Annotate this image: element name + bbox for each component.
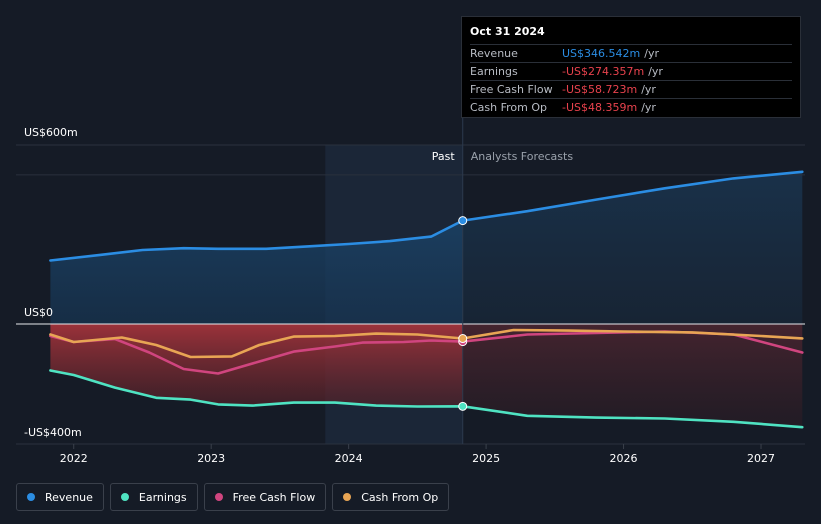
legend: Revenue Earnings Free Cash Flow Cash Fro… [16, 483, 450, 511]
tooltip-row-label: Earnings [470, 65, 518, 78]
tooltip-row-unit: /yr [648, 65, 663, 78]
tooltip-row-value: -US$48.359m [562, 101, 638, 114]
legend-item-free-cash-flow[interactable]: Free Cash Flow [203, 483, 327, 511]
legend-dot-icon [214, 493, 223, 501]
legend-item-cash-from-op[interactable]: Cash From Op [332, 483, 450, 511]
x-tick-label: 2022 [60, 452, 88, 465]
legend-item-revenue[interactable]: Revenue [16, 483, 104, 511]
series-line-fcf [49, 330, 804, 375]
series-line-revenue [49, 170, 804, 262]
tooltip: Oct 31 2024 Revenue US$346.542m /yr Earn… [461, 16, 801, 118]
tooltip-row-cash-from-op: Cash From Op -US$48.359m /yr [470, 98, 792, 116]
legend-label: Revenue [45, 490, 93, 504]
legend-label: Free Cash Flow [232, 490, 316, 504]
x-tick-label: 2026 [610, 452, 638, 465]
y-axis-label-top: US$600m [24, 126, 78, 139]
tooltip-row-label: Revenue [470, 47, 518, 60]
past-label: Past [432, 150, 456, 163]
tooltip-row-label: Cash From Op [470, 101, 548, 114]
tooltip-row-value: -US$274.357m [562, 65, 645, 78]
x-tick-label: 2023 [197, 452, 225, 465]
tooltip-row-free-cash-flow: Free Cash Flow -US$58.723m /yr [470, 80, 792, 98]
x-tick-label: 2024 [335, 452, 363, 465]
legend-dot-icon [343, 493, 352, 501]
tooltip-row-unit: /yr [641, 83, 656, 96]
tooltip-row-label: Free Cash Flow [470, 83, 553, 96]
forecast-label: Analysts Forecasts [471, 150, 574, 163]
tooltip-row-revenue: Revenue US$346.542m /yr [470, 44, 792, 62]
tooltip-row-unit: /yr [644, 47, 659, 60]
tooltip-row-unit: /yr [641, 101, 656, 114]
data-point-earnings [458, 401, 468, 411]
revenue-area-forecast [462, 171, 803, 324]
legend-label: Cash From Op [361, 490, 439, 504]
legend-dot-icon [120, 493, 129, 501]
data-point-revenue [458, 216, 468, 226]
legend-dot-icon [27, 493, 35, 501]
legend-item-earnings[interactable]: Earnings [109, 483, 198, 511]
y-axis-label-zero: US$0 [24, 306, 53, 319]
tooltip-row-value: US$346.542m [562, 47, 641, 60]
x-tick-label: 2025 [472, 452, 500, 465]
series-line-cfo [49, 328, 804, 359]
data-point-cfo [458, 334, 468, 344]
earnings-area-forecast [462, 324, 803, 428]
legend-label: Earnings [138, 490, 187, 504]
revenue-area-past [50, 220, 463, 324]
tooltip-row-value: -US$58.723m [562, 83, 638, 96]
tooltip-date: Oct 31 2024 [470, 25, 545, 38]
series-line-earnings [49, 369, 804, 429]
y-axis-label-bottom: -US$400m [24, 426, 82, 439]
x-tick-label: 2027 [747, 452, 775, 465]
tooltip-row-earnings: Earnings -US$274.357m /yr [470, 62, 792, 80]
